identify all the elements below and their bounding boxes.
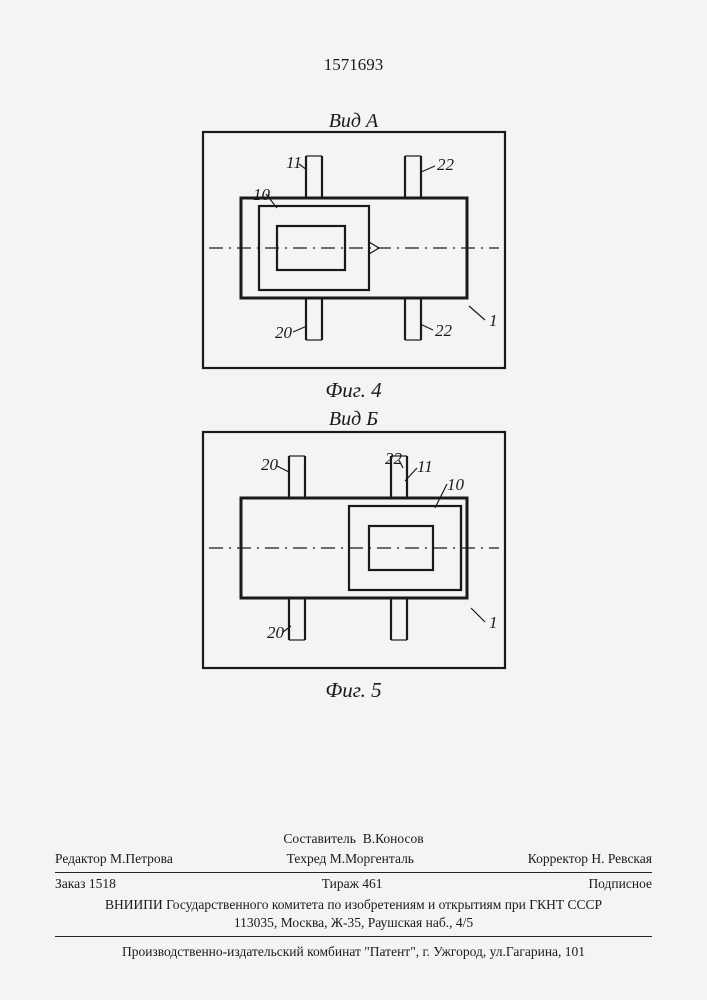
figure-5: 20 20 22 11 10 1 — [199, 428, 509, 678]
fig4-label-1: 1 — [489, 311, 498, 330]
editor-label: Редактор — [55, 851, 107, 866]
fig5-svg: 20 20 22 11 10 1 — [199, 428, 509, 678]
fig5-label-20a: 20 — [261, 455, 279, 474]
tech-label: Техред — [287, 851, 327, 866]
fig4-label-11: 11 — [286, 153, 302, 172]
fig4-svg: 11 20 22 22 10 1 — [199, 128, 509, 378]
fig5-label-11: 11 — [417, 457, 433, 476]
subscription: Подписное — [588, 875, 652, 893]
fig5-label-10: 10 — [447, 475, 465, 494]
divider-2 — [55, 936, 652, 937]
editor-name: М.Петрова — [110, 851, 173, 866]
patent-number: 1571693 — [0, 55, 707, 75]
print-no: 461 — [362, 876, 382, 891]
fig4-label-10: 10 — [253, 185, 271, 204]
printer-line: Производственно-издательский комбинат "П… — [55, 943, 652, 961]
org-line: ВНИИПИ Государственного комитета по изоб… — [55, 896, 652, 914]
compiler-name: В.Коносов — [363, 831, 424, 846]
fig4-label-22b: 22 — [435, 321, 453, 340]
address-line: 113035, Москва, Ж-35, Раушская наб., 4/5 — [55, 914, 652, 932]
order-no: 1518 — [89, 876, 116, 891]
corrector-name: Н. Ревская — [591, 851, 652, 866]
compiler-label: Составитель — [283, 831, 356, 846]
tech-name: М.Моргенталь — [330, 851, 414, 866]
fig4-label-22a: 22 — [437, 155, 455, 174]
fig5-label-20b: 20 — [267, 623, 285, 642]
fig5-label-22: 22 — [385, 449, 403, 468]
corrector-label: Корректор — [528, 851, 588, 866]
figure-4: 11 20 22 22 10 1 — [199, 128, 509, 378]
order-label: Заказ — [55, 876, 85, 891]
divider-1 — [55, 872, 652, 873]
fig4-label-20: 20 — [275, 323, 293, 342]
print-label: Тираж — [322, 876, 359, 891]
fig5-label-1: 1 — [489, 613, 498, 632]
fig4-caption: Фиг. 4 — [0, 378, 707, 403]
footer: Составитель В.Коносов Редактор М.Петрова… — [55, 830, 652, 961]
fig5-caption: Фиг. 5 — [0, 678, 707, 703]
